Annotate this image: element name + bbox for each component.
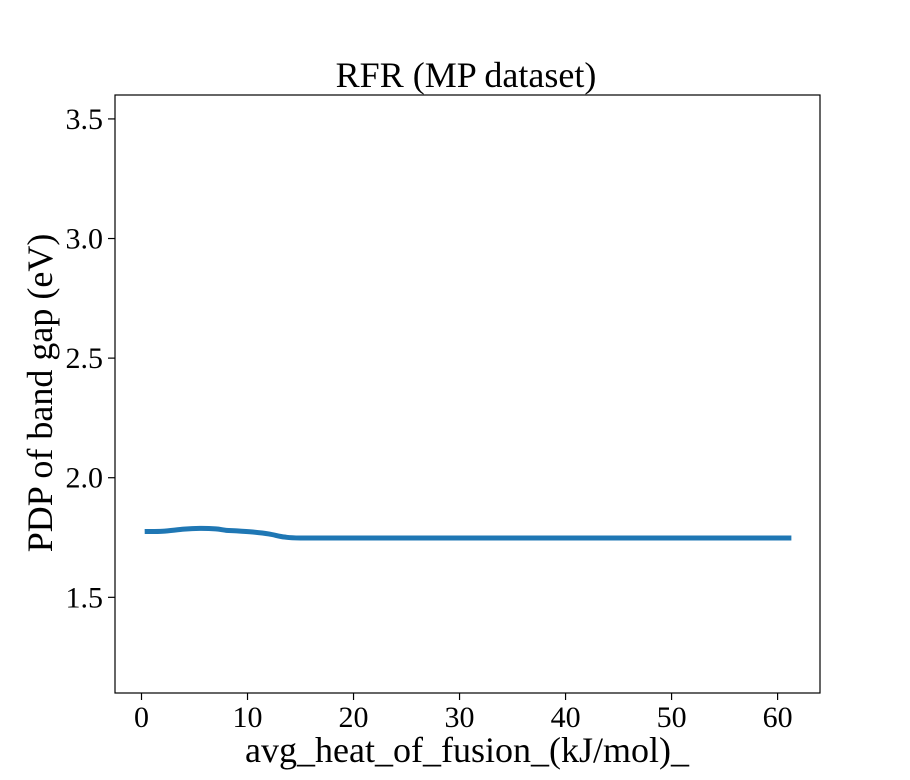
plot-area: [144, 525, 792, 541]
x-tick-label: 60: [763, 701, 793, 734]
series-line: [144, 525, 792, 541]
y-tick-label: 2.5: [66, 342, 104, 375]
x-axis-ticks: 0 10 20 30 40 50 60: [134, 693, 793, 734]
chart-title: RFR (MP dataset): [336, 55, 597, 95]
y-tick-label: 3.5: [66, 103, 104, 136]
y-tick-label: 2.0: [66, 462, 104, 495]
x-tick-label: 10: [233, 701, 263, 734]
x-axis-label: avg_heat_of_fusion_(kJ/mol)_: [245, 730, 690, 770]
plot-frame: [114, 94, 821, 694]
y-axis-label: PDP of band gap (eV): [20, 234, 60, 553]
x-tick-label: 40: [551, 701, 581, 734]
y-tick-label: 1.5: [66, 581, 104, 614]
x-tick-label: 30: [445, 701, 475, 734]
x-tick-label: 0: [134, 701, 149, 734]
y-tick-label: 3.0: [66, 223, 104, 256]
x-tick-label: 20: [339, 701, 369, 734]
y-axis-ticks: 1.5 2.0 2.5 3.0 3.5: [66, 103, 115, 614]
x-tick-label: 50: [657, 701, 687, 734]
